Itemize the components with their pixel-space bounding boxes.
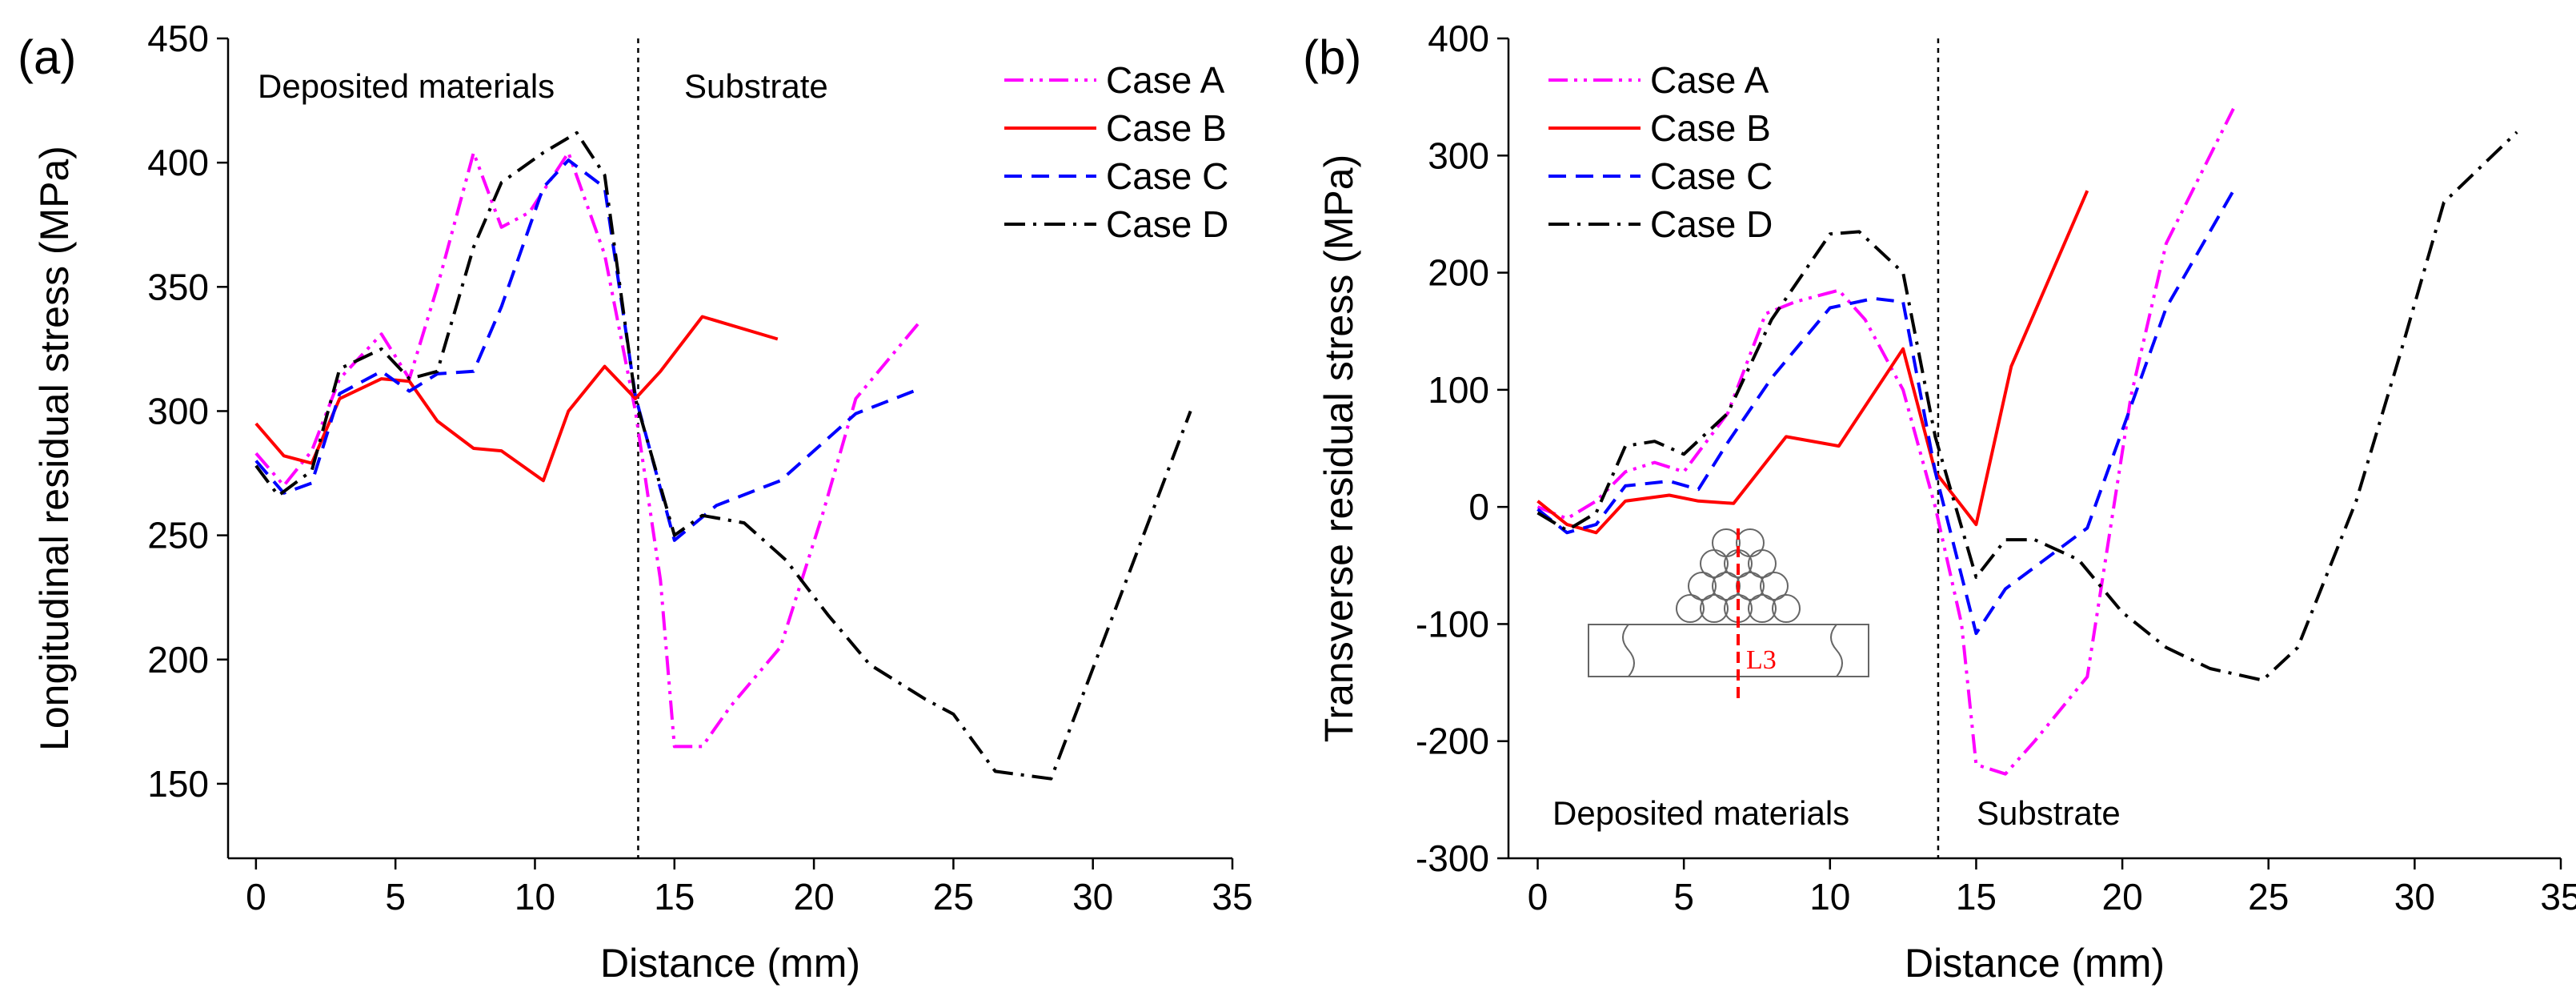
series-case-d-a [254,131,1192,781]
legend-label-case-d-a: Case D [1106,203,1228,245]
x-tick-label-b: 35 [2540,876,2576,918]
y-tick-label-b: -300 [1416,837,1489,879]
panel-label-a: (a) [18,30,76,84]
legend-label-case-a-b: Case A [1650,59,1769,101]
legend-label-case-b-b: Case B [1650,107,1771,149]
x-tick-label-a: 10 [515,876,555,918]
x-axis-title-a: Distance (mm) [600,941,860,986]
series-case-c-a [254,159,921,542]
y-tick-label-a: 300 [147,390,209,432]
y-tick-label-b: 100 [1428,369,1489,411]
x-tick-label-b: 5 [1673,876,1694,918]
x-tick-label-b: 15 [1956,876,1997,918]
x-tick-label-b: 30 [2394,876,2435,918]
legend-label-case-c-b: Case C [1650,155,1773,197]
x-tick-label-a: 25 [933,876,974,918]
region-label-deposited-a: Deposited materials [258,67,555,105]
panel-b: 0 5 10 15 20 25 30 35 -300 -200 -100 0 100 200 300 400 D… [1303,18,2576,986]
series-case-a-a [254,151,922,749]
inset-bead [1688,572,1717,600]
series-case-c-b [1536,190,2235,636]
series-case-b-b [1536,190,2089,535]
region-label-deposited-b: Deposited materials [1552,794,1849,832]
x-tick-label-b: 10 [1809,876,1850,918]
y-tick-label-a: 150 [147,763,209,805]
x-tick-label-a: 5 [385,876,406,918]
y-axis-title-a: Longitudinal residual stress (MPa) [32,146,77,751]
legend-label-case-c-a: Case C [1106,155,1228,197]
inset-bead [1700,594,1729,623]
series-case-a-b [1536,107,2235,776]
legend-label-case-b-a: Case B [1106,107,1227,149]
y-tick-label-b: 400 [1428,18,1489,59]
legend-label-case-a-a: Case A [1106,59,1225,101]
x-tick-label-a: 0 [246,876,266,918]
x-tick-label-a: 35 [1212,876,1252,918]
panel-label-b: (b) [1303,30,1361,84]
inset-bead [1712,528,1741,557]
inset-bead [1760,572,1789,600]
inset-bead [1772,594,1801,623]
inset-bead [1748,549,1777,578]
inset-break-left [1622,624,1635,677]
x-tick-label-a: 20 [793,876,834,918]
x-tick-label-b: 20 [2101,876,2142,918]
y-axis-title-b: Transverse residual stress (MPa) [1316,155,1361,742]
x-axis-title-b: Distance (mm) [1905,941,2165,986]
x-tick-label-b: 0 [1528,876,1548,918]
x-tick-label-a: 15 [654,876,695,918]
panel-a: 0 5 10 15 20 25 30 35 150 200 250 300 350 400 450 Dista… [18,18,1253,986]
inset-bead [1700,549,1729,578]
inset-bead [1748,594,1777,623]
y-tick-label-a: 250 [147,515,209,556]
region-label-substrate-b: Substrate [1977,794,2121,832]
y-tick-label-a: 350 [147,266,209,307]
y-tick-label-b: 200 [1428,252,1489,294]
inset-label: L3 [1746,645,1777,675]
x-tick-label-a: 30 [1072,876,1113,918]
y-tick-label-b: -100 [1416,603,1489,645]
inset-schematic: L3 [1588,528,1869,701]
inset-bead [1736,528,1765,557]
y-tick-label-a: 400 [147,142,209,183]
series-case-d-b [1536,131,2518,682]
series-case-b-a [254,315,779,483]
inset-bead [1676,594,1705,623]
inset-break-right [1830,624,1843,677]
y-tick-label-b: -200 [1416,721,1489,762]
y-tick-label-a: 200 [147,639,209,681]
y-tick-label-b: 0 [1468,486,1489,528]
y-tick-label-a: 450 [147,18,209,59]
x-tick-label-b: 25 [2248,876,2289,918]
inset-substrate [1588,624,1869,677]
y-tick-label-b: 300 [1428,135,1489,176]
legend-label-case-d-b: Case D [1650,203,1773,245]
region-label-substrate-a: Substrate [684,67,828,105]
